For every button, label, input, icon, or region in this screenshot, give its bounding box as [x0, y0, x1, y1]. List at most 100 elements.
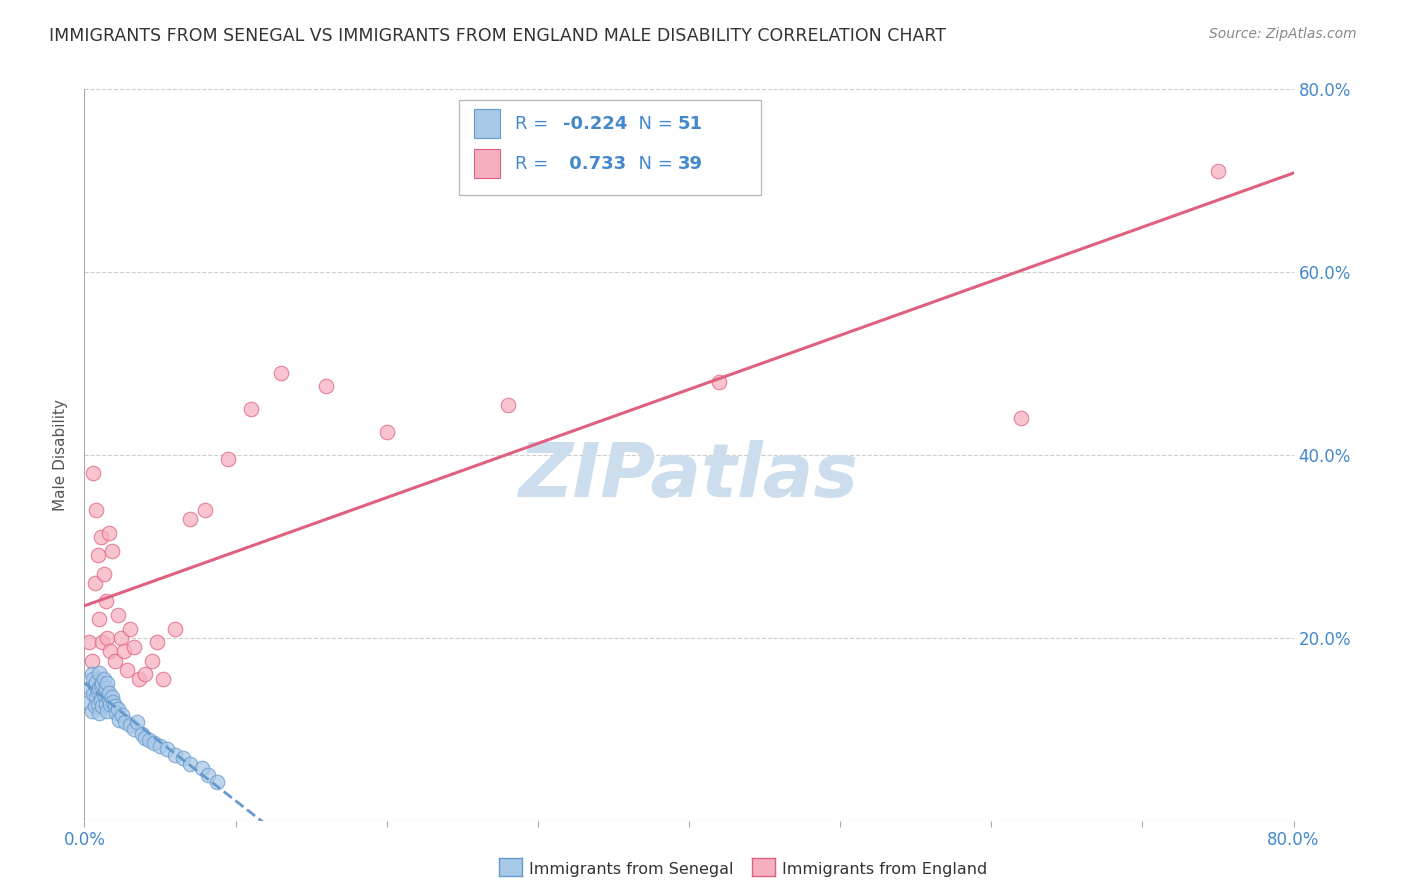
Point: [122, 723, 145, 737]
Point: [127, 714, 149, 729]
Point: [194, 503, 217, 517]
Point: [90, 693, 112, 707]
Point: [86, 690, 108, 705]
Point: [89, 613, 111, 627]
Point: [375, 425, 398, 439]
Point: [80, 667, 103, 681]
Point: [86, 674, 108, 689]
FancyBboxPatch shape: [474, 149, 501, 178]
Point: [239, 402, 262, 417]
Point: [101, 695, 124, 709]
Point: [97, 686, 120, 700]
Point: [79, 681, 101, 695]
Point: [89, 706, 111, 720]
Point: [91, 699, 114, 714]
Point: [146, 635, 169, 649]
Point: [197, 768, 219, 782]
Point: [1206, 164, 1229, 178]
Point: [134, 667, 156, 681]
Point: [156, 742, 179, 756]
Point: [91, 635, 114, 649]
Point: [84, 699, 107, 714]
Point: [496, 398, 519, 412]
Point: [115, 663, 138, 677]
Point: [96, 676, 118, 690]
Point: [111, 708, 134, 723]
Text: IMMIGRANTS FROM SENEGAL VS IMMIGRANTS FROM ENGLAND MALE DISABILITY CORRELATION C: IMMIGRANTS FROM SENEGAL VS IMMIGRANTS FR…: [49, 27, 946, 45]
Point: [82, 672, 104, 686]
Point: [134, 731, 156, 746]
Point: [141, 654, 163, 668]
Point: [179, 756, 201, 771]
Point: [165, 622, 187, 636]
Point: [122, 640, 145, 654]
Point: [270, 366, 292, 380]
Point: [1011, 411, 1033, 425]
Point: [80, 704, 103, 718]
Text: Immigrants from England: Immigrants from England: [782, 863, 987, 877]
Text: R =: R =: [515, 155, 554, 173]
Point: [87, 683, 110, 698]
Point: [90, 530, 112, 544]
Point: [90, 678, 112, 692]
Point: [87, 549, 110, 563]
Point: [89, 681, 111, 695]
Point: [84, 576, 107, 591]
Point: [98, 697, 121, 711]
Point: [93, 672, 115, 686]
Point: [112, 644, 135, 658]
Point: [94, 681, 117, 695]
Point: [149, 739, 172, 753]
Text: 51: 51: [678, 114, 703, 133]
Point: [108, 713, 131, 727]
Point: [100, 544, 122, 558]
Point: [179, 512, 201, 526]
Text: ZIPatlas: ZIPatlas: [519, 441, 859, 514]
Point: [104, 654, 127, 668]
Text: N =: N =: [627, 155, 679, 173]
Point: [87, 697, 110, 711]
Text: Immigrants from Senegal: Immigrants from Senegal: [529, 863, 733, 877]
Point: [93, 688, 115, 702]
Point: [207, 775, 229, 789]
Point: [191, 761, 214, 775]
Text: 39: 39: [678, 155, 703, 173]
Text: Source: ZipAtlas.com: Source: ZipAtlas.com: [1209, 27, 1357, 41]
Point: [118, 622, 141, 636]
Point: [118, 717, 141, 731]
Point: [96, 631, 118, 645]
Point: [114, 714, 136, 729]
Text: N =: N =: [627, 114, 679, 133]
Point: [107, 607, 129, 622]
Point: [138, 733, 160, 747]
Text: R =: R =: [515, 114, 554, 133]
Point: [110, 631, 132, 645]
Point: [86, 503, 108, 517]
Point: [94, 697, 117, 711]
Point: [82, 688, 104, 702]
Point: [709, 375, 731, 389]
Point: [128, 672, 150, 686]
Point: [142, 736, 165, 750]
Point: [131, 727, 153, 741]
Point: [97, 525, 120, 540]
Point: [94, 594, 117, 608]
Point: [96, 704, 118, 718]
Point: [98, 644, 121, 658]
Point: [77, 695, 100, 709]
Point: [89, 665, 111, 680]
Point: [104, 699, 127, 714]
Point: [84, 678, 107, 692]
Point: [165, 747, 187, 762]
Point: [315, 379, 337, 393]
Point: [80, 654, 103, 668]
Point: [100, 690, 122, 705]
Point: [91, 676, 114, 690]
Text: -0.224: -0.224: [564, 114, 627, 133]
Point: [93, 566, 115, 581]
Point: [172, 751, 194, 765]
Text: 0.733: 0.733: [564, 155, 626, 173]
Point: [217, 452, 239, 467]
Point: [82, 466, 104, 480]
FancyBboxPatch shape: [474, 109, 501, 138]
